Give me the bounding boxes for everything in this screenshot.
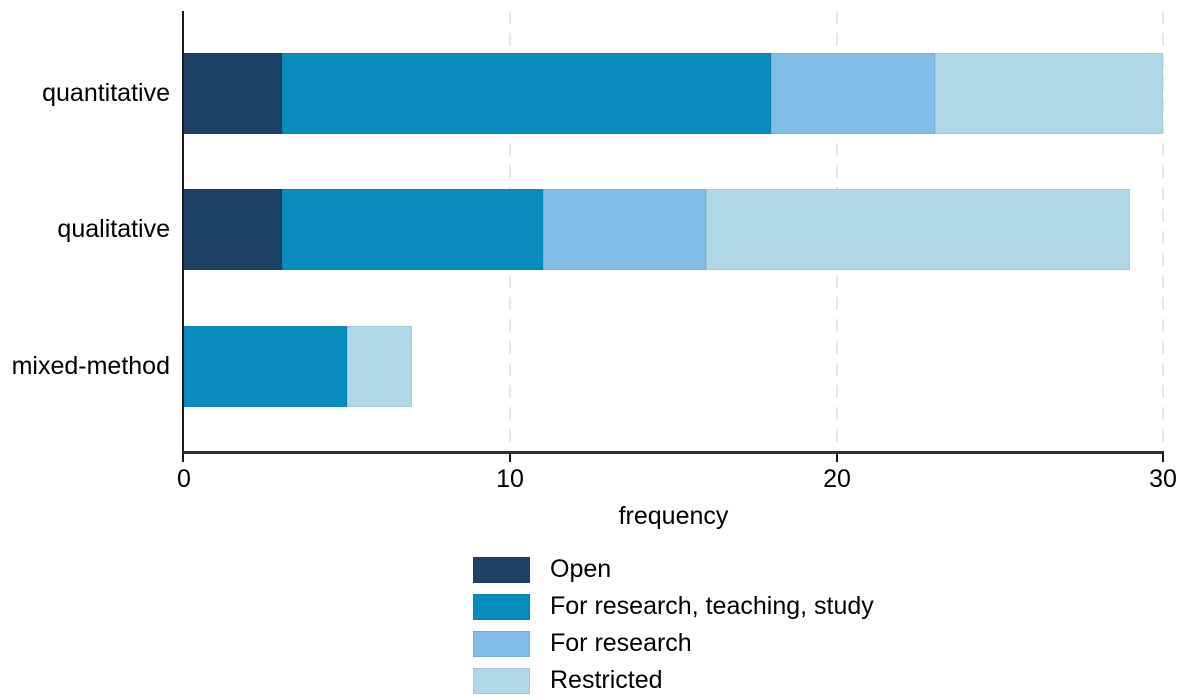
legend-item-for-research-teaching-study: For research, teaching, study bbox=[473, 588, 874, 625]
x-tick-label-20: 20 bbox=[823, 465, 851, 493]
legend-swatch bbox=[473, 593, 530, 620]
bar-segment-quantitative-for-research bbox=[771, 53, 935, 134]
legend-swatch bbox=[473, 667, 530, 694]
x-axis-line bbox=[182, 451, 1164, 454]
legend-item-restricted: Restricted bbox=[473, 662, 874, 699]
bar-quantitative bbox=[184, 53, 1163, 134]
category-label-qualitative: qualitative bbox=[57, 215, 170, 243]
plot-area bbox=[184, 11, 1164, 451]
legend-label: For research bbox=[550, 629, 692, 657]
bar-qualitative bbox=[184, 189, 1131, 270]
category-label-quantitative: quantitative bbox=[42, 79, 170, 107]
legend-label: For research, teaching, study bbox=[550, 592, 874, 620]
legend-swatch bbox=[473, 630, 530, 657]
bar-segment-qualitative-for-research bbox=[542, 189, 707, 270]
y-axis-line bbox=[182, 11, 184, 462]
bar-segment-mixed-method-restricted bbox=[347, 326, 413, 407]
category-label-mixed-method: mixed-method bbox=[11, 352, 170, 380]
legend-label: Open bbox=[550, 555, 612, 583]
bar-segment-qualitative-restricted bbox=[706, 189, 1131, 270]
x-tick-30 bbox=[1162, 453, 1164, 462]
bar-segment-mixed-method-for-research-teaching-study bbox=[184, 326, 348, 407]
legend: Open For research, teaching, study For res… bbox=[473, 551, 874, 699]
bar-mixed-method bbox=[184, 326, 413, 407]
x-tick-label-10: 10 bbox=[496, 465, 524, 493]
legend-label: Restricted bbox=[550, 666, 663, 694]
legend-item-for-research: For research bbox=[473, 625, 874, 662]
x-tick-10 bbox=[509, 453, 511, 462]
x-tick-label-30: 30 bbox=[1149, 465, 1177, 493]
bar-segment-qualitative-open bbox=[184, 189, 282, 270]
legend-item-open: Open bbox=[473, 551, 874, 588]
x-tick-20 bbox=[836, 453, 838, 462]
gridline-x-30 bbox=[1162, 11, 1164, 451]
bar-segment-qualitative-for-research-teaching-study bbox=[281, 189, 543, 270]
legend-swatch bbox=[473, 556, 530, 583]
x-tick-label-0: 0 bbox=[177, 465, 191, 493]
bar-segment-quantitative-restricted bbox=[934, 53, 1163, 134]
bar-segment-quantitative-for-research-teaching-study bbox=[281, 53, 772, 134]
bar-segment-quantitative-open bbox=[184, 53, 282, 134]
x-axis-title: frequency bbox=[618, 502, 729, 530]
